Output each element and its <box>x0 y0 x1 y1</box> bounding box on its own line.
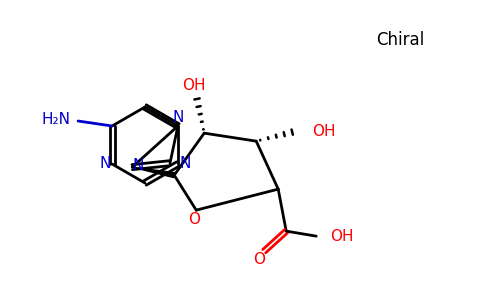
Text: N: N <box>133 158 144 172</box>
Text: N: N <box>172 110 183 125</box>
Text: OH: OH <box>312 124 336 139</box>
Text: O: O <box>253 252 265 267</box>
Text: OH: OH <box>182 78 206 93</box>
Polygon shape <box>132 167 175 178</box>
Text: Chiral: Chiral <box>376 31 424 49</box>
Text: O: O <box>188 212 200 226</box>
Text: N: N <box>99 157 111 172</box>
Text: H₂N: H₂N <box>41 112 70 127</box>
Text: OH: OH <box>330 229 354 244</box>
Text: N: N <box>179 157 191 172</box>
